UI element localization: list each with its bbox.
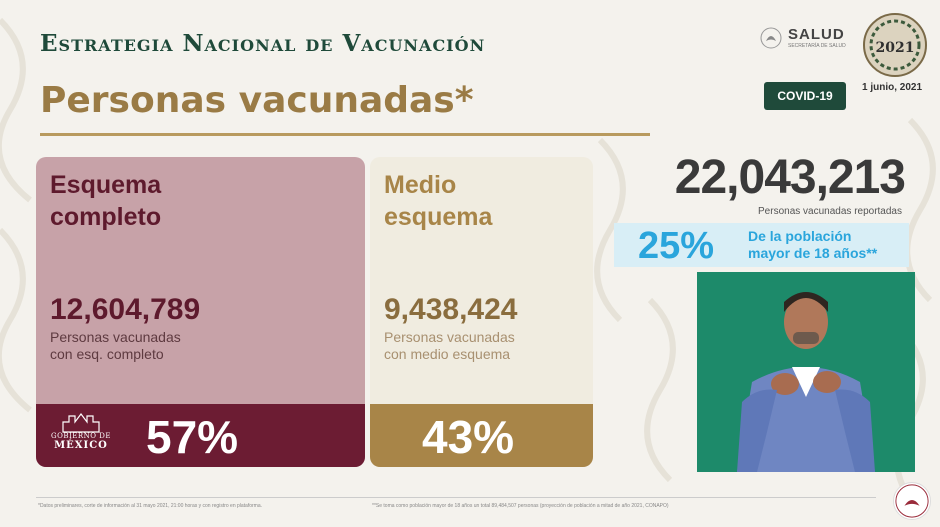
page-title: Personas vacunadas* bbox=[40, 80, 474, 121]
half-scheme-number: 9,438,424 bbox=[384, 293, 518, 326]
half-percent-bar: 43% bbox=[370, 404, 593, 467]
interpreter-figure bbox=[697, 272, 915, 472]
population-percent-text: De la población mayor de 18 años** bbox=[748, 228, 908, 262]
complete-desc-line1: Personas vacunadas bbox=[50, 329, 181, 345]
complete-heading-line1: Esquema bbox=[50, 171, 162, 199]
complete-desc-line2: con esq. completo bbox=[50, 346, 164, 362]
population-percent-box: 25% De la población mayor de 18 años** bbox=[614, 223, 909, 267]
palace-icon bbox=[62, 413, 100, 433]
date-label: 1 junio, 2021 bbox=[862, 82, 923, 93]
half-desc-line1: Personas vacunadas bbox=[384, 329, 515, 345]
complete-scheme-number: 12,604,789 bbox=[50, 293, 201, 326]
half-scheme-card: Medio esquema 9,438,424 Personas vacunad… bbox=[370, 157, 593, 467]
complete-scheme-heading: Esquema completo bbox=[50, 169, 161, 233]
footnote-population: **Se toma como población mayor de 18 año… bbox=[372, 503, 669, 509]
population-percent: 25% bbox=[638, 225, 715, 267]
sign-language-interpreter bbox=[697, 272, 915, 472]
eagle-emblem-icon bbox=[760, 27, 782, 48]
gobierno-footer-seal-icon bbox=[893, 482, 931, 520]
gobierno-line1: GOBIERNO DE bbox=[51, 432, 111, 440]
half-desc-line2: con medio esquema bbox=[384, 346, 511, 362]
half-percent: 43% bbox=[422, 411, 515, 463]
complete-percent: 57% bbox=[146, 411, 239, 463]
gobierno-logo: GOBIERNO DE MÉXICO bbox=[46, 410, 116, 462]
complete-scheme-card: Esquema completo 12,604,789 Personas vac… bbox=[36, 157, 365, 467]
anniversary-seal-icon: 2021 bbox=[863, 13, 927, 77]
footnote-preliminary: *Datos preliminares, corte de informació… bbox=[38, 503, 263, 509]
total-vaccinated-label: Personas vacunadas reportadas bbox=[758, 206, 902, 217]
footer-divider bbox=[36, 497, 876, 498]
half-heading-line2: esquema bbox=[384, 203, 493, 231]
salud-sub-label: SECRETARÍA DE SALUD bbox=[788, 43, 846, 49]
complete-percent-bar: GOBIERNO DE MÉXICO 57% bbox=[36, 404, 365, 467]
total-vaccinated-number: 22,043,213 bbox=[674, 151, 906, 204]
half-scheme-heading: Medio esquema bbox=[384, 169, 492, 233]
half-heading-line1: Medio bbox=[384, 171, 457, 199]
gobierno-line2: MÉXICO bbox=[54, 440, 108, 451]
salud-label: SALUD bbox=[788, 26, 845, 43]
covid-badge: COVID-19 bbox=[764, 82, 846, 110]
strategy-title: Estrategia Nacional de Vacunación bbox=[40, 30, 486, 57]
salud-logo: SALUD SECRETARÍA DE SALUD bbox=[760, 26, 846, 49]
half-scheme-description: Personas vacunadas con medio esquema bbox=[384, 329, 515, 363]
pop-text-line2: mayor de 18 años** bbox=[748, 245, 878, 261]
svg-text:2021: 2021 bbox=[876, 40, 915, 56]
pop-text-line1: De la población bbox=[748, 228, 852, 244]
title-divider bbox=[40, 133, 650, 136]
complete-heading-line2: completo bbox=[50, 203, 162, 231]
complete-scheme-description: Personas vacunadas con esq. completo bbox=[50, 329, 181, 363]
